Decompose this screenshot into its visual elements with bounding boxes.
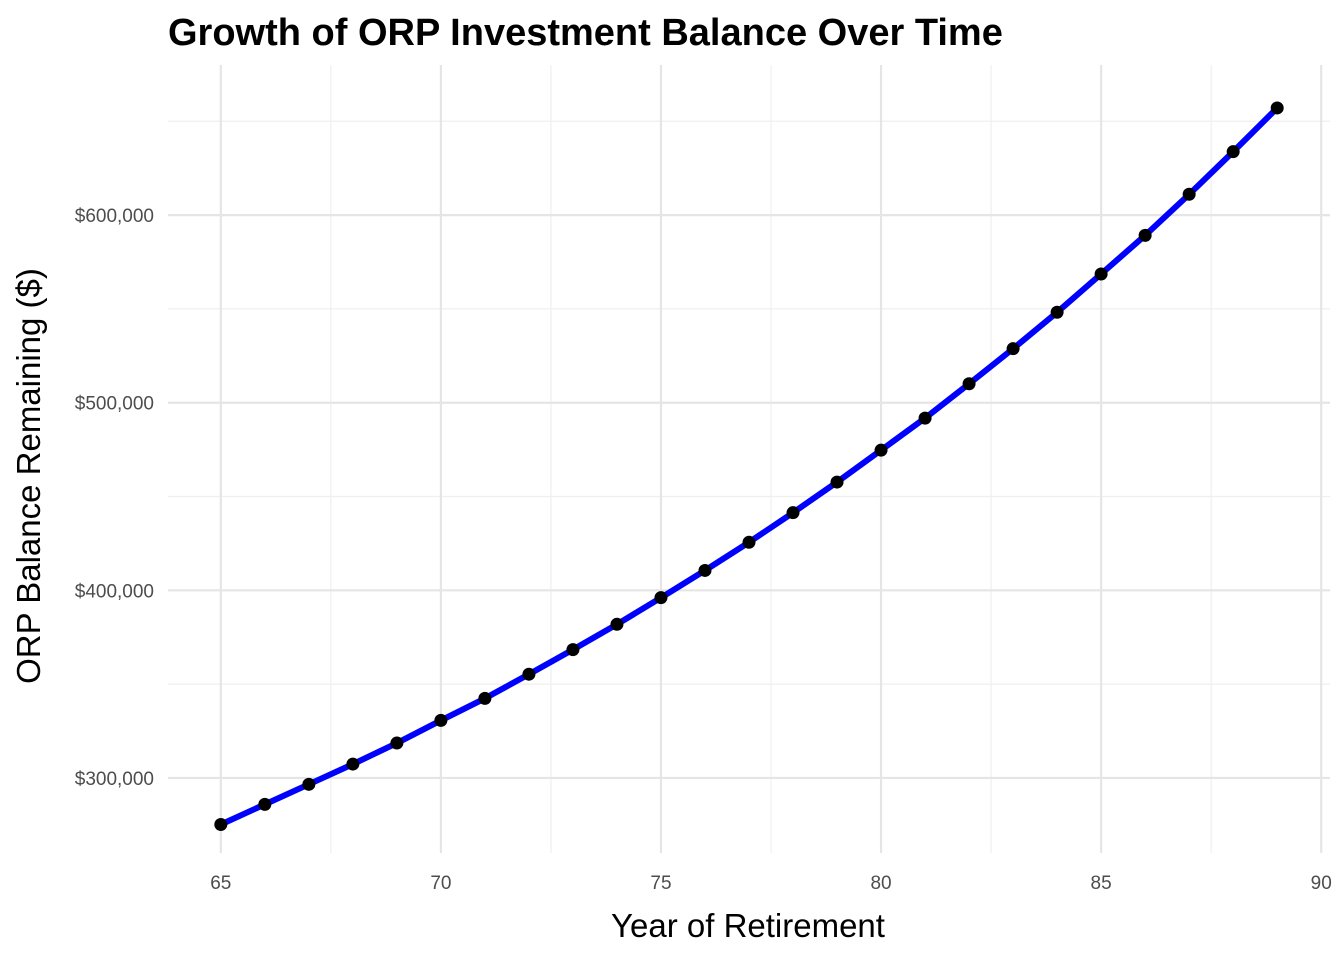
data-point <box>1094 267 1108 281</box>
y-axis-ticks: $300,000 $400,000 $500,000 $600,000 <box>75 206 154 790</box>
x-tick-label: 65 <box>210 873 231 894</box>
data-point <box>1050 305 1064 319</box>
x-axis-ticks: 65 70 75 80 85 90 <box>210 873 1332 894</box>
y-tick-label: $300,000 <box>75 769 154 790</box>
data-point <box>214 817 228 831</box>
data-point <box>874 443 888 457</box>
data-point <box>522 667 536 681</box>
data-point <box>346 757 360 771</box>
grid-lines <box>168 65 1330 853</box>
x-axis-title: Year of Retirement <box>611 907 885 944</box>
y-axis-title: ORP Balance Remaining ($) <box>10 268 47 684</box>
x-tick-label: 85 <box>1091 873 1112 894</box>
x-tick-label: 80 <box>870 873 891 894</box>
y-tick-label: $400,000 <box>75 581 154 602</box>
data-point <box>302 777 316 791</box>
data-point <box>830 475 844 489</box>
data-point <box>1226 145 1240 159</box>
data-point <box>1138 228 1152 242</box>
data-point <box>258 797 272 811</box>
data-series <box>214 101 1284 831</box>
data-point <box>1182 187 1196 201</box>
y-tick-label: $500,000 <box>75 394 154 415</box>
data-point <box>566 643 580 657</box>
data-point <box>698 563 712 577</box>
data-point <box>1006 342 1020 356</box>
data-point <box>918 411 932 425</box>
chart-title: Growth of ORP Investment Balance Over Ti… <box>168 12 1003 54</box>
y-tick-label: $600,000 <box>75 206 154 227</box>
data-point <box>478 691 492 705</box>
data-point <box>786 506 800 520</box>
data-point <box>654 591 668 605</box>
data-point <box>1270 101 1284 115</box>
data-point <box>962 377 976 391</box>
data-point <box>610 617 624 631</box>
x-tick-label: 90 <box>1311 873 1332 894</box>
x-tick-label: 75 <box>650 873 671 894</box>
data-point <box>742 535 756 549</box>
x-tick-label: 70 <box>430 873 451 894</box>
data-point <box>434 713 448 727</box>
data-point <box>390 736 404 750</box>
